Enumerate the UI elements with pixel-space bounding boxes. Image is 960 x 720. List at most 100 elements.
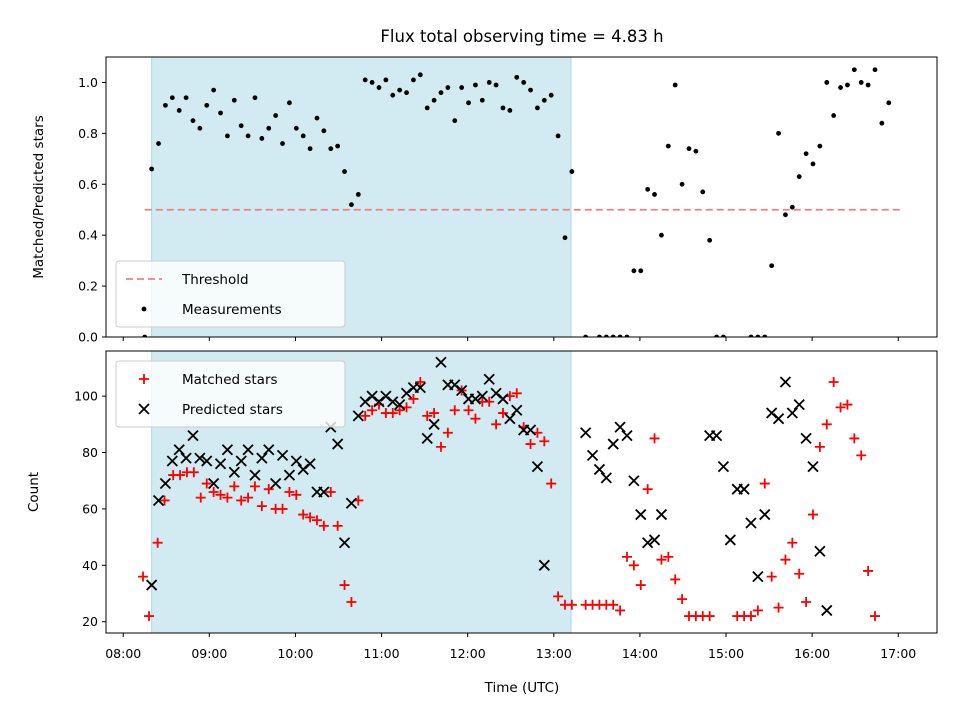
matched-stars-point-8 [195,492,206,503]
measurements-point-12 [225,133,230,139]
predicted-stars-point-30 [352,410,364,422]
predicted-stars-point-68 [648,534,661,546]
predicted-stars-point-28 [338,537,351,549]
matched-stars-point-71 [635,580,646,591]
matched-stars-point-17 [256,501,267,512]
measurements-point-22 [293,125,299,131]
predicted-stars-point-20 [283,469,296,481]
measurements-point-47 [466,100,471,106]
measurements-point-6 [183,95,189,101]
measurements-point-24 [307,146,313,152]
predicted-stars-point-3 [166,455,178,467]
measurements-point-48 [473,82,478,88]
predicted-stars-point-73 [724,534,736,546]
legend-dot-swatch [141,306,147,312]
matched-stars-point-11 [215,489,226,500]
predicted-stars-point-36 [394,398,406,411]
x-axis-label: Time (UTC) [484,680,560,696]
matched-stars-point-85 [752,605,763,616]
x-tick-label: 12:00 [450,646,486,661]
matched-stars-point-5 [175,470,186,481]
x-tick-label: 13:00 [536,646,572,661]
matched-stars-point-100 [856,450,867,461]
matched-stars-point-92 [801,596,812,607]
measurements-point-23 [300,133,306,139]
predicted-stars-point-52 [504,413,516,425]
matched-stars-point-15 [243,492,254,503]
matched-stars-point-56 [525,439,536,450]
predicted-stars-point-86 [814,545,826,557]
measurements-point-43 [438,90,444,96]
predicted-stars-point-55 [524,424,537,436]
predicted-stars-point-23 [304,458,316,470]
predicted-stars-point-57 [538,559,550,571]
measurements-point-42 [431,97,437,103]
legend-label: Predicted stars [182,402,283,418]
matched-stars-point-59 [546,478,557,489]
predicted-stars-point-75 [738,483,750,495]
measurements-point-14 [238,123,244,129]
matched-stars-point-0 [138,571,149,582]
predicted-stars-point-69 [655,508,668,521]
matched-stars-point-23 [298,509,309,520]
matched-stars-point-96 [828,377,839,388]
matched-stars-point-101 [863,565,874,576]
x-tick-label: 10:00 [277,646,313,661]
measurements-point-4 [169,95,175,101]
measurements-point-27 [328,146,334,152]
matched-stars-point-98 [842,399,853,410]
measurements-point-44 [445,85,451,90]
x-tick-label: 15:00 [708,646,744,661]
matched-stars-point-87 [766,571,777,582]
predicted-stars-point-82 [786,407,798,419]
measurements-point-26 [321,128,327,134]
measurements-point-86 [769,263,775,269]
x-tick-label: 17:00 [880,646,916,661]
measurements-point-80 [707,237,713,243]
predicted-stars-point-1 [152,494,165,507]
matched-stars-point-2 [152,537,163,548]
measurements-point-16 [252,95,258,101]
measurements-point-85 [762,334,768,337]
measurements-point-95 [831,113,837,118]
y-tick-label: 20 [82,614,98,629]
measurements-point-91 [803,151,809,157]
measurements-point-39 [411,77,416,83]
predicted-stars-point-2 [159,477,172,490]
measurements-point-17 [259,136,265,141]
predicted-stars-point-60 [593,463,606,476]
measurements-point-67 [617,334,623,337]
measurements-point-60 [555,133,561,139]
predicted-stars-point-5 [180,452,192,464]
predicted-stars-point-78 [759,508,771,521]
measurements-point-32 [362,77,368,83]
matched-stars-point-58 [539,436,550,447]
measurements-point-61 [562,235,568,241]
measurements-point-75 [672,82,678,88]
measurements-point-71 [645,186,651,192]
predicted-stars-point-40 [421,432,433,445]
matched-stars-point-70 [628,560,639,571]
predicted-stars-point-17 [263,444,275,456]
measurements-point-82 [721,334,726,337]
measurements-point-46 [459,85,465,90]
measurements-point-49 [479,97,485,103]
measurements-point-29 [342,169,347,174]
predicted-stars-point-9 [208,477,220,490]
predicted-stars-point-41 [428,418,440,430]
predicted-stars-point-61 [600,472,612,484]
measurements-point-73 [659,232,664,238]
matched-stars-point-68 [615,605,626,616]
measurements-point-88 [783,212,788,218]
plot-frame [105,350,938,634]
measurements-point-66 [610,334,616,337]
measurements-point-78 [693,148,699,154]
predicted-stars-point-65 [628,475,640,487]
measurements-point-3 [163,102,168,108]
measurements-point-77 [686,146,692,152]
matched-stars-point-16 [249,481,260,492]
predicted-stars-point-63 [614,421,626,433]
predicted-stars-point-8 [201,455,213,467]
matched-stars-point-39 [408,393,419,404]
